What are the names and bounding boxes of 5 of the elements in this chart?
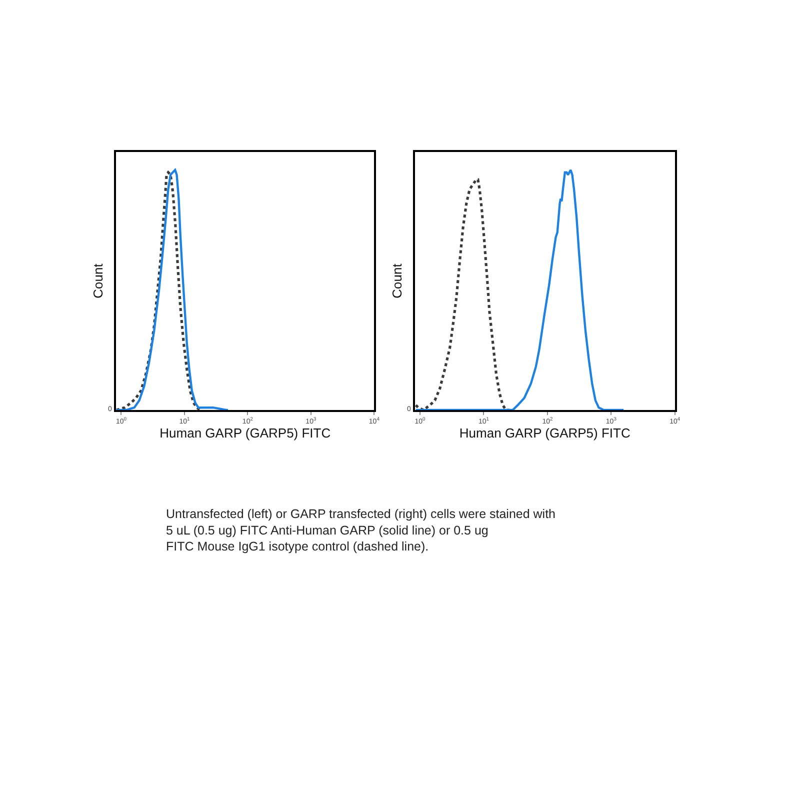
text: Untransfected (left) or GARP transfected (right) cells were stained with 5 uL (0.5 ug) FITC Anti-Human GARP (solid line) or 0.5 ug FITC Mouse IgG1 isotype control (dashed line). [166,507,556,554]
x-axis-title: Human GARP (GARP5) FITC [459,426,630,440]
x-axis-title: Human GARP (GARP5) FITC [160,426,331,440]
y-axis-title: Count [389,263,404,298]
y-axis-title: Count [90,263,106,298]
